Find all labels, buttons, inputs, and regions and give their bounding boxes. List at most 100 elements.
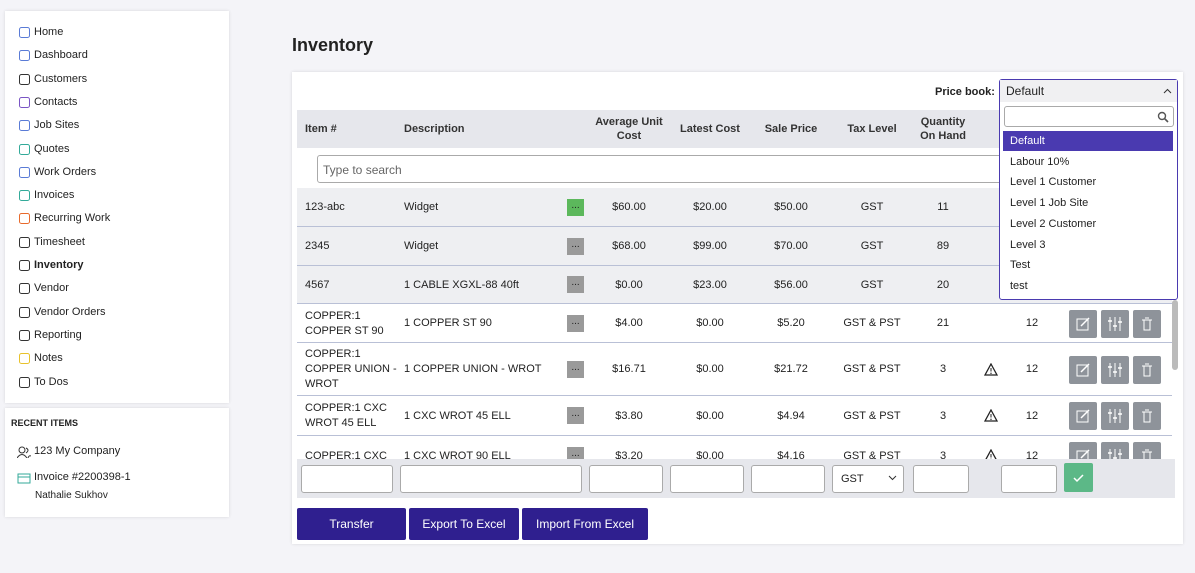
search-input[interactable]: Type to search xyxy=(317,155,1017,183)
nav-item[interactable]: Reporting xyxy=(34,328,82,341)
chevron xyxy=(888,475,897,481)
nav-item[interactable]: To Dos xyxy=(34,375,69,388)
nav-icon xyxy=(18,26,31,44)
dropdown-option[interactable]: Level 2 Customer xyxy=(1010,217,1097,230)
input[interactable] xyxy=(913,465,969,493)
tax-select-value: GST xyxy=(841,473,864,485)
nav-item[interactable]: Timesheet xyxy=(34,235,85,248)
nav-item[interactable]: Inventory xyxy=(34,259,84,271)
nav-item[interactable]: Work Orders xyxy=(34,165,97,178)
nav-icon xyxy=(18,306,31,324)
edit-button xyxy=(1069,355,1097,384)
table-cell: $60.00 xyxy=(612,201,646,213)
delete-button xyxy=(1133,355,1161,384)
transfer-button[interactable]: Transfer xyxy=(297,508,406,540)
dropdown-option[interactable]: Level 3 xyxy=(1010,238,1046,251)
column-header: Quantity On Hand xyxy=(920,116,966,142)
table-cell: GST xyxy=(860,278,884,291)
input[interactable] xyxy=(751,465,825,493)
dropdown-option[interactable]: Test xyxy=(1010,259,1031,272)
nav-item[interactable]: Home xyxy=(34,26,64,38)
nav-icon-svg xyxy=(19,96,30,108)
table-cell: Widget xyxy=(404,201,439,213)
table-cell: COPPER:1 CXC xyxy=(305,449,387,460)
table-cell: 2345 xyxy=(305,240,330,252)
table-cell: $16.71 xyxy=(612,363,646,375)
delete-button xyxy=(1133,402,1161,430)
details-button[interactable]: ... xyxy=(567,447,584,459)
dropdown-option[interactable]: Labour 10% xyxy=(1010,155,1070,168)
nav-item[interactable]: Recurring Work xyxy=(34,212,111,225)
details-button[interactable]: ... xyxy=(567,237,584,255)
edit-button-svg xyxy=(1076,409,1090,423)
nav-item[interactable]: Contacts xyxy=(34,95,78,108)
details-button[interactable]: ... xyxy=(567,198,584,216)
nav-icon-svg xyxy=(19,306,30,318)
table-cell: $20.00 xyxy=(693,201,727,213)
table-cell: $68.00 xyxy=(612,240,646,252)
price-book-dropdown: Default xyxy=(999,79,1178,300)
nav-icon xyxy=(18,189,31,207)
delete-button xyxy=(1133,442,1161,459)
nav-item[interactable]: Vendor xyxy=(34,282,69,295)
nav-icon-svg xyxy=(19,50,30,62)
import-button[interactable]: Import From Excel xyxy=(522,508,648,540)
edit-button-svg xyxy=(1076,316,1090,330)
dropdown-option[interactable]: Level 1 Job Site xyxy=(1010,197,1089,210)
dropdown-header[interactable] xyxy=(1000,80,1177,102)
nav-icon xyxy=(18,376,31,394)
sidebar: Home Dashboard Customers Contacts Job Sites Q… xyxy=(5,11,229,403)
warning-icon xyxy=(984,448,998,459)
save-button[interactable] xyxy=(1064,463,1093,492)
details-button[interactable]: ... xyxy=(567,407,584,424)
nav-icon xyxy=(18,329,31,347)
nav-item[interactable]: Notes xyxy=(34,352,63,365)
delete-button-svg xyxy=(1142,317,1152,330)
table-row xyxy=(297,343,1172,396)
input[interactable] xyxy=(589,465,663,493)
adjust-button-svg xyxy=(1108,409,1122,423)
edit-button-svg xyxy=(1076,362,1090,376)
recent-item[interactable]: Invoice #2200398-1 xyxy=(34,471,131,483)
nav-icon-svg xyxy=(19,190,30,202)
table-cell: $0.00 xyxy=(615,278,643,291)
dropdown-option[interactable]: test xyxy=(1010,279,1028,292)
recent-contact[interactable]: Nathalie Sukhov xyxy=(35,490,108,501)
input[interactable] xyxy=(670,465,744,493)
input[interactable] xyxy=(400,465,582,493)
input[interactable] xyxy=(1001,465,1057,493)
warning-icon xyxy=(983,408,999,427)
recent-items: RECENT ITEMS 123 My Company Invoice #220… xyxy=(5,408,229,517)
export-button[interactable]: Export To Excel xyxy=(409,508,519,540)
nav-item[interactable]: Invoices xyxy=(34,189,75,202)
table-cell: $0.00 xyxy=(696,363,724,375)
dropdown-option[interactable]: Level 1 Customer xyxy=(1010,176,1097,189)
nav-item[interactable]: Quotes xyxy=(34,142,70,155)
table-cell: $3.80 xyxy=(615,409,643,422)
table-cell: $23.00 xyxy=(693,278,727,291)
adjust-button xyxy=(1101,442,1129,459)
chevron xyxy=(1163,88,1172,94)
table-cell: 1 COPPER ST 90 xyxy=(404,317,492,329)
table-cell: 11 xyxy=(937,201,949,213)
nav-item[interactable]: Customers xyxy=(34,72,88,85)
details-button[interactable]: ... xyxy=(567,314,584,332)
nav-item[interactable]: Dashboard xyxy=(34,49,88,62)
details-button[interactable]: ... xyxy=(567,276,584,293)
nav-icon xyxy=(18,212,31,230)
input[interactable] xyxy=(301,465,393,493)
scrollbar[interactable] xyxy=(1172,300,1178,370)
adjust-button-svg xyxy=(1108,362,1122,377)
delete-button-svg xyxy=(1142,363,1152,376)
tax-select[interactable]: GST xyxy=(832,465,904,493)
table-cell: $0.00 xyxy=(696,317,724,329)
recent-item[interactable]: 123 My Company xyxy=(34,445,121,457)
table-cell: $70.00 xyxy=(774,240,808,252)
icon xyxy=(17,473,31,484)
dropdown-option[interactable]: Default xyxy=(1003,131,1173,151)
details-button[interactable]: ... xyxy=(567,360,584,378)
nav-item[interactable]: Job Sites xyxy=(34,119,80,132)
dropdown-search[interactable] xyxy=(1004,106,1174,127)
table-cell: 3 xyxy=(939,449,947,460)
nav-item[interactable]: Vendor Orders xyxy=(34,305,106,318)
